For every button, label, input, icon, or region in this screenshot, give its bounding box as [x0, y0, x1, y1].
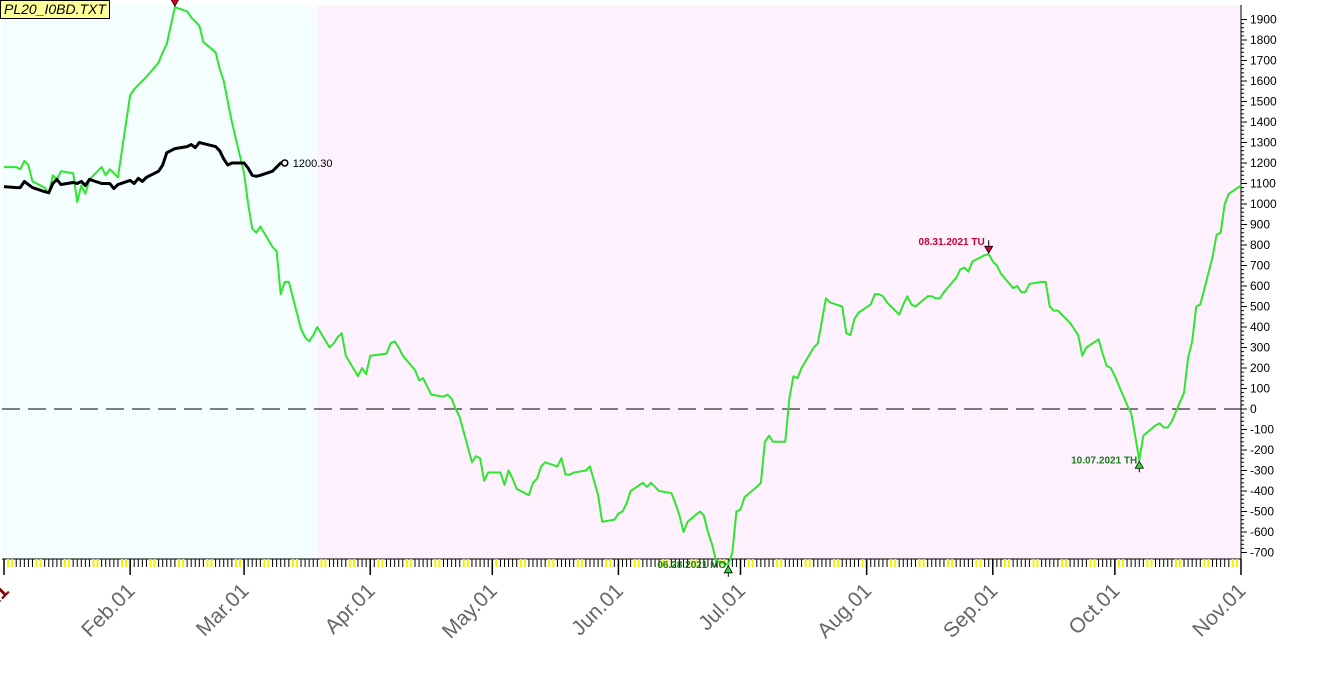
y-tick-label: 500 — [1250, 300, 1270, 314]
y-tick-label: 1700 — [1250, 54, 1277, 68]
y-tick-label: 800 — [1250, 238, 1270, 252]
y-tick-label: -500 — [1250, 505, 1274, 519]
y-tick-label: 100 — [1250, 382, 1270, 396]
y-tick-label: 1400 — [1250, 115, 1277, 129]
series-line-main — [4, 6, 1242, 566]
y-tick-label: 400 — [1250, 320, 1270, 334]
y-tick-label: 600 — [1250, 279, 1270, 293]
y-tick-label: 1100 — [1250, 177, 1276, 191]
x-tick-label: Mar.01 — [192, 579, 254, 641]
plot-background-left — [2, 5, 318, 559]
x-tick-label: Jul.01 — [694, 579, 750, 635]
y-tick-label: -300 — [1250, 464, 1274, 478]
series-end-label: 1200.30 — [293, 158, 333, 170]
high-marker-arrow — [984, 245, 994, 255]
x-tick-label: May.01 — [438, 579, 502, 643]
high-marker-label: 02.12.2021 FR — [105, 0, 172, 1]
x-tick-label: 21 — [0, 579, 14, 612]
x-tick-label: Oct.01 — [1064, 579, 1124, 639]
y-tick-label: 1600 — [1250, 74, 1277, 88]
y-tick-label: 1900 — [1250, 13, 1277, 27]
y-tick-label: 900 — [1250, 218, 1270, 232]
x-tick-label: Sep.01 — [939, 579, 1002, 642]
y-tick-label: 1200 — [1250, 156, 1277, 170]
plot-background-right — [317, 5, 1241, 559]
y-tick-label: 200 — [1250, 361, 1270, 375]
y-tick-label: 1300 — [1250, 136, 1277, 150]
x-tick-label: Aug.01 — [813, 579, 876, 642]
y-tick-label: -400 — [1250, 484, 1274, 498]
high-marker-arrow — [170, 0, 179, 8]
low-marker-label: 10.07.2021 TH — [1071, 455, 1137, 466]
x-tick-label: Jun.01 — [567, 579, 628, 640]
series-end-marker — [281, 159, 289, 167]
y-tick-label: -100 — [1250, 423, 1274, 437]
series-line-price — [3, 141, 285, 195]
y-tick-label: 0 — [1250, 402, 1257, 416]
y-tick-label: 1000 — [1250, 197, 1277, 211]
x-tick-label: Nov.01 — [1188, 579, 1250, 641]
y-tick-label: 1500 — [1250, 95, 1277, 109]
x-tick-label: Apr.01 — [321, 579, 380, 638]
y-tick-label: -700 — [1250, 546, 1274, 560]
low-marker-label: 06.28.2021 MO — [657, 560, 726, 571]
y-tick-label: 700 — [1250, 259, 1270, 273]
high-marker-label: 08.31.2021 TU — [919, 237, 985, 248]
y-tick-label: -600 — [1250, 525, 1274, 539]
y-tick-label: 1800 — [1250, 33, 1277, 47]
y-tick-label: 300 — [1250, 341, 1270, 355]
file-label: PL20_I0BD.TXT — [0, 0, 110, 19]
x-tick-label: Feb.01 — [77, 579, 140, 642]
y-tick-label: -200 — [1250, 443, 1274, 457]
